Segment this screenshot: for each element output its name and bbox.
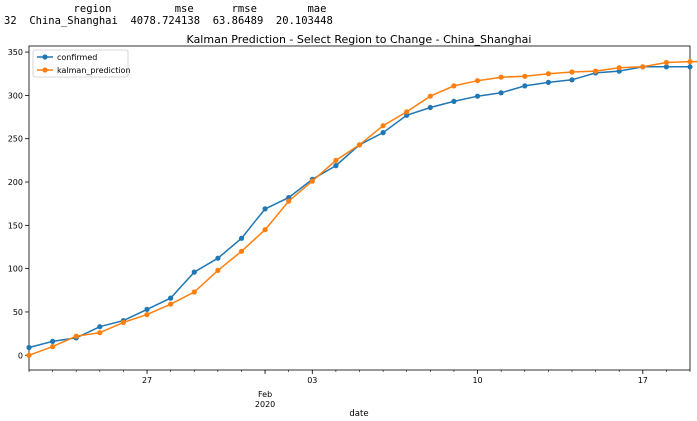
data-point-confirmed xyxy=(26,344,32,351)
data-point-kalman-prediction xyxy=(168,301,174,307)
data-point-confirmed xyxy=(663,64,670,70)
data-point-confirmed xyxy=(238,235,245,241)
data-point-confirmed xyxy=(215,255,221,261)
data-point-kalman-prediction xyxy=(427,93,433,99)
data-point-confirmed xyxy=(498,90,504,96)
data-point-kalman-prediction xyxy=(545,71,552,77)
data-point-kalman-prediction xyxy=(640,64,646,70)
data-point-kalman-prediction xyxy=(569,69,575,75)
data-point-kalman-prediction xyxy=(120,319,126,325)
data-point-confirmed xyxy=(687,64,693,70)
legend: confirmed kalman_prediction xyxy=(32,49,131,78)
data-point-kalman-prediction xyxy=(309,178,315,184)
data-point-confirmed xyxy=(191,269,197,275)
data-point-kalman-prediction xyxy=(593,68,599,74)
x-tick-label: 10 xyxy=(472,376,482,385)
data-point-confirmed xyxy=(144,306,150,312)
data-point-kalman-prediction xyxy=(687,59,693,65)
x-month-label: Feb xyxy=(258,390,272,399)
df-header-row: region mse rmse mae xyxy=(73,3,327,15)
data-point-kalman-prediction xyxy=(474,78,481,84)
x-tick-label: 03 xyxy=(307,376,317,385)
legend-box xyxy=(32,49,129,78)
data-point-kalman-prediction xyxy=(404,109,410,115)
data-point-confirmed xyxy=(97,324,103,330)
data-point-kalman-prediction xyxy=(262,227,268,233)
data-point-kalman-prediction xyxy=(215,267,221,273)
y-tick-label: 50 xyxy=(13,308,23,317)
chart-title: Kalman Prediction - Select Region to Cha… xyxy=(187,33,532,46)
data-point-kalman-prediction xyxy=(333,157,339,163)
data-point-confirmed xyxy=(380,130,386,136)
data-point-kalman-prediction xyxy=(522,73,528,79)
data-point-kalman-prediction xyxy=(50,344,56,350)
data-point-confirmed xyxy=(522,83,528,89)
x-axis-label: date xyxy=(349,409,368,419)
y-tick-label: 0 xyxy=(18,351,23,360)
data-point-confirmed xyxy=(545,79,552,85)
plot-area xyxy=(28,45,691,371)
legend-marker-confirmed xyxy=(42,54,48,60)
data-point-confirmed xyxy=(168,295,174,301)
series-line-kalman-prediction xyxy=(28,60,697,357)
data-point-confirmed xyxy=(451,98,457,104)
data-point-kalman-prediction xyxy=(356,142,363,148)
y-tick-label: 300 xyxy=(8,91,23,100)
data-point-confirmed xyxy=(569,77,575,83)
y-tick-label: 200 xyxy=(8,178,23,187)
data-point-confirmed xyxy=(262,206,268,212)
data-point-confirmed xyxy=(50,338,56,344)
data-point-kalman-prediction xyxy=(73,333,79,339)
data-point-kalman-prediction xyxy=(191,289,197,295)
y-axis: 0 50 100 150 200 250 300 350 xyxy=(8,48,29,360)
y-tick-label: 350 xyxy=(8,48,23,57)
data-point-kalman-prediction xyxy=(451,83,457,89)
y-tick-label: 250 xyxy=(8,135,23,144)
dataframe-output: region mse rmse mae 32 China_Shanghai 40… xyxy=(4,3,333,27)
legend-label-kalman-prediction: kalman_prediction xyxy=(57,66,131,75)
y-tick-label: 100 xyxy=(8,265,23,274)
data-point-kalman-prediction xyxy=(380,123,386,129)
data-point-kalman-prediction xyxy=(144,312,150,318)
data-point-kalman-prediction xyxy=(26,352,32,358)
x-year-label: 2020 xyxy=(255,400,275,409)
data-point-kalman-prediction xyxy=(97,330,103,336)
data-point-kalman-prediction xyxy=(286,198,292,204)
data-point-kalman-prediction xyxy=(238,248,245,254)
x-tick-label: 17 xyxy=(638,376,648,385)
series-layer xyxy=(26,59,697,358)
data-point-kalman-prediction xyxy=(498,74,504,80)
data-point-kalman-prediction xyxy=(663,59,670,66)
y-tick-label: 150 xyxy=(8,221,23,230)
legend-marker-kalman-prediction xyxy=(42,67,48,73)
data-point-confirmed xyxy=(474,93,481,99)
data-point-confirmed xyxy=(427,104,433,111)
x-tick-label: 27 xyxy=(142,376,152,385)
legend-label-confirmed: confirmed xyxy=(57,53,97,62)
data-point-confirmed xyxy=(333,163,339,169)
data-point-kalman-prediction xyxy=(616,65,622,71)
df-data-row: 32 China_Shanghai 4078.724138 63.86489 2… xyxy=(4,15,333,27)
